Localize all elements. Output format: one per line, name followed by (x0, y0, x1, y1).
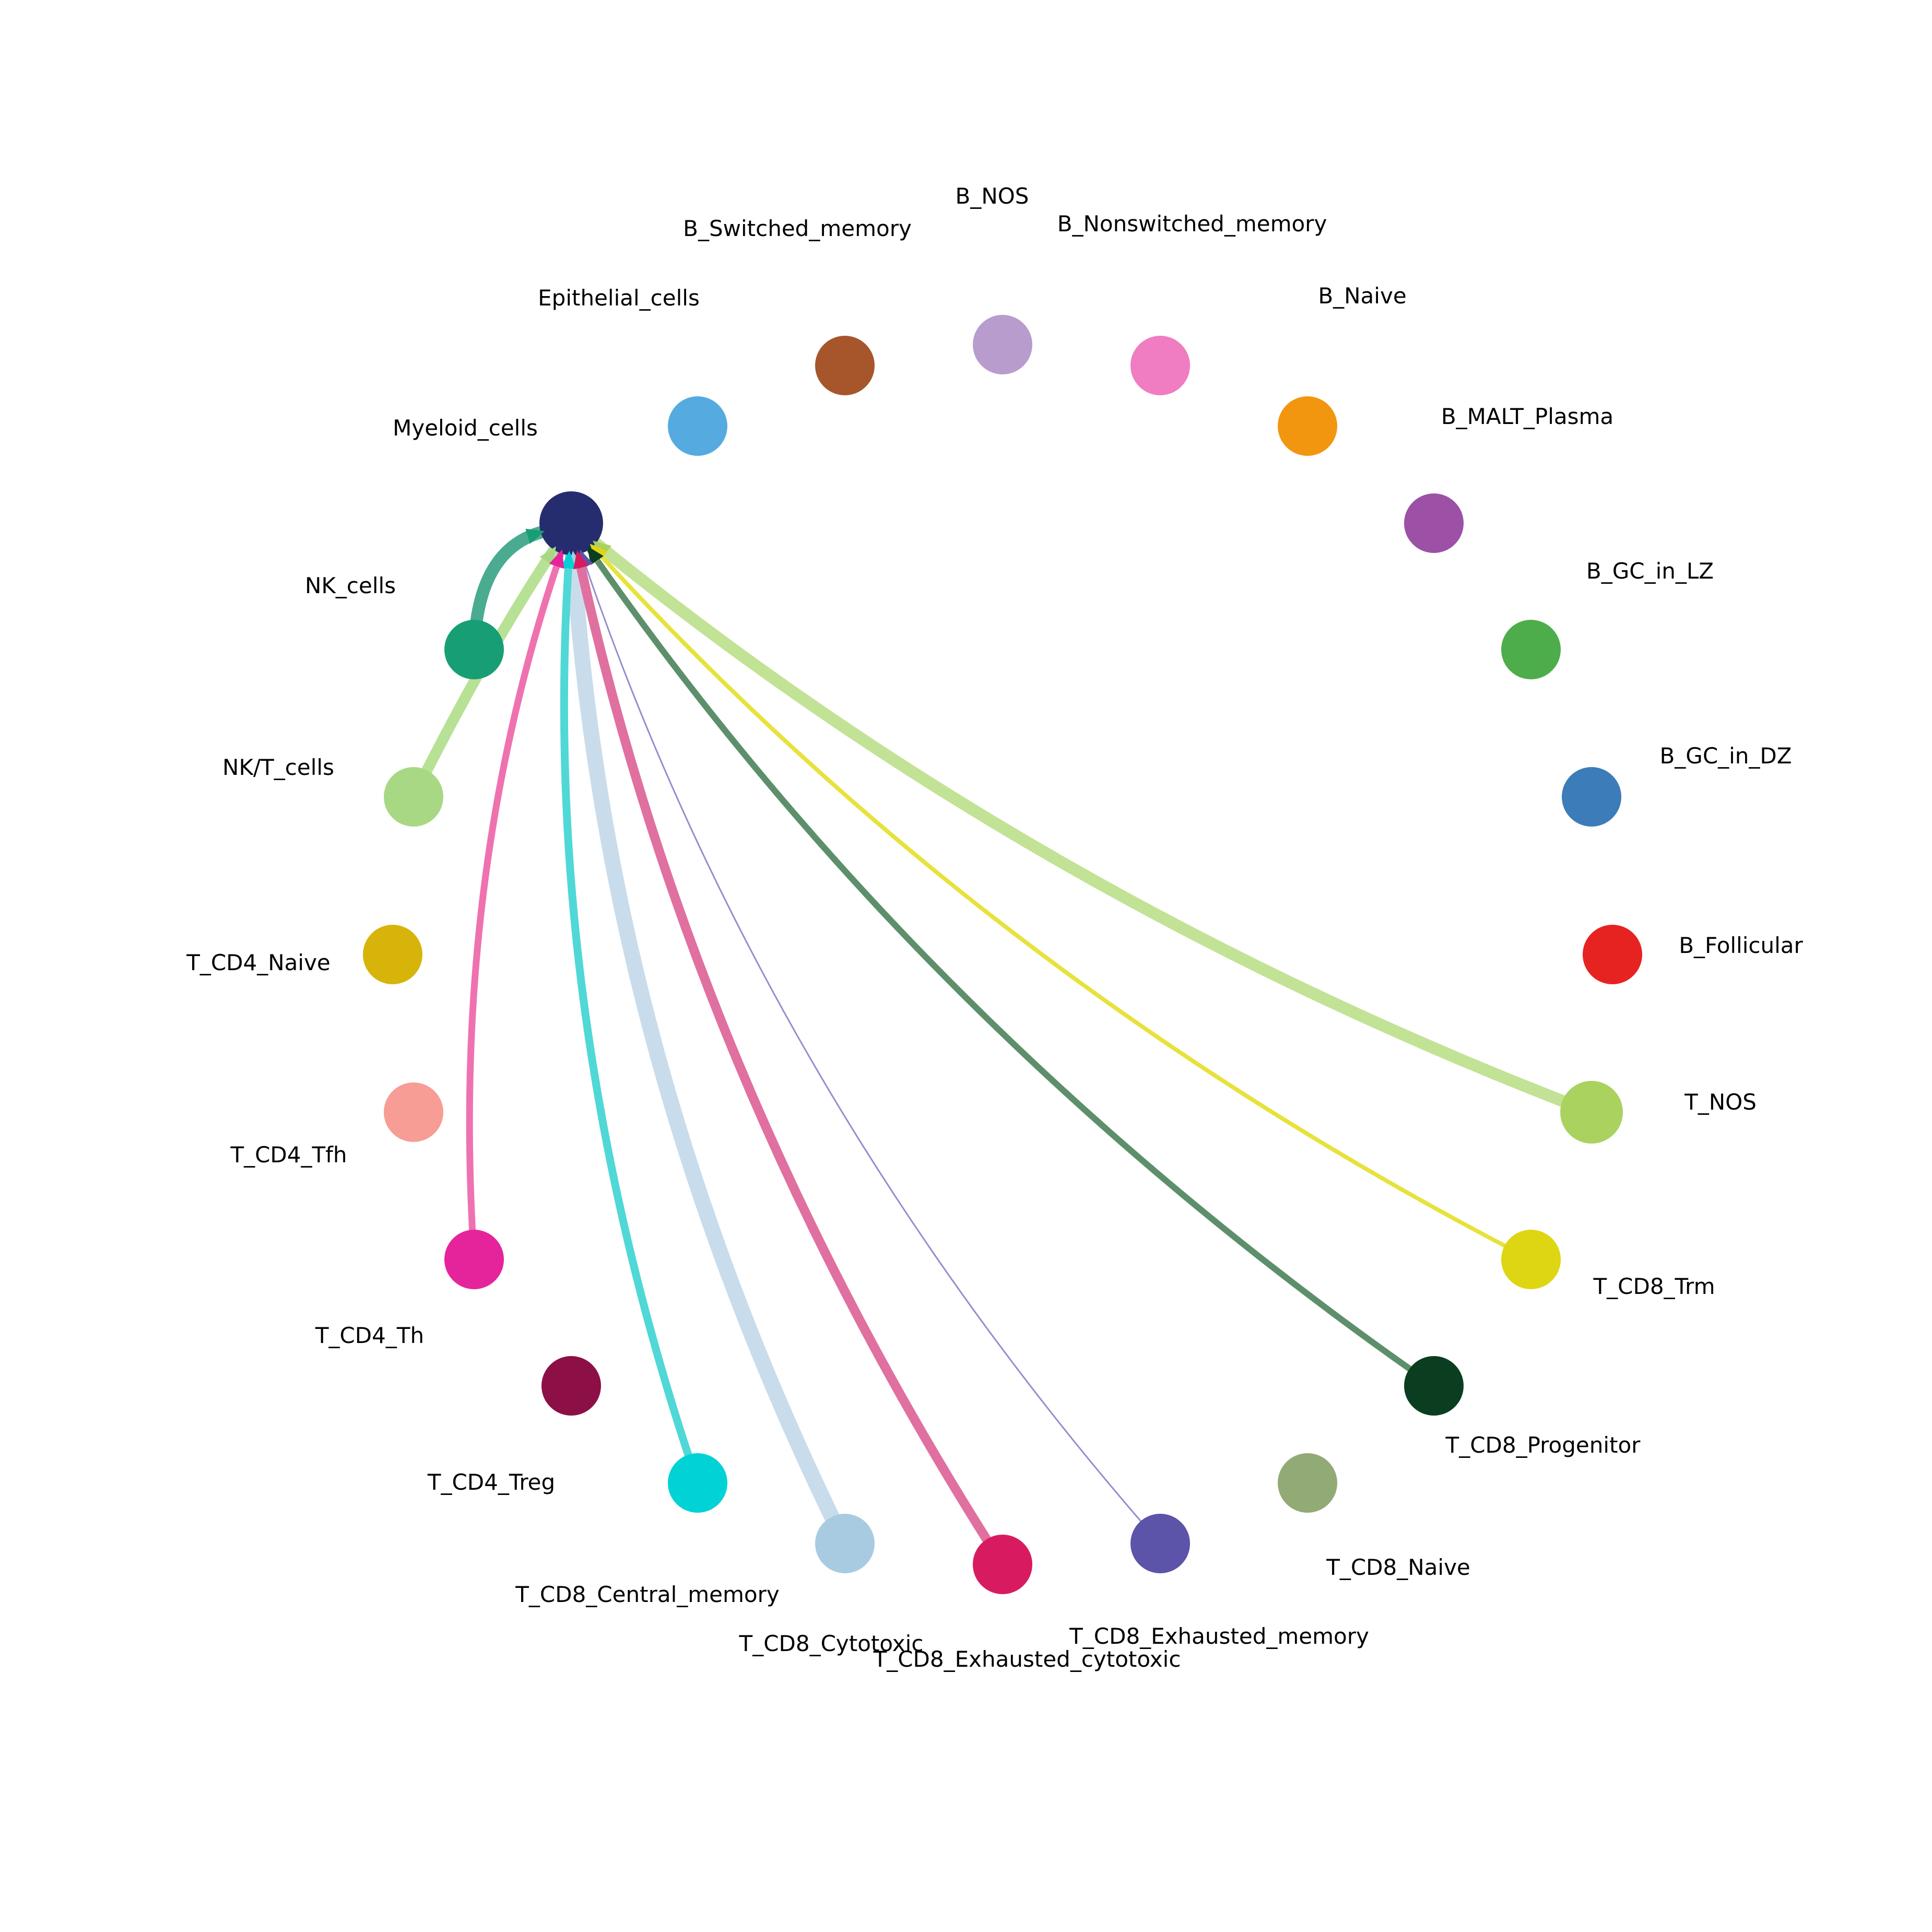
node-label-B-NOS: B_NOS (956, 183, 1029, 209)
node-label-B-MALT-Plasma: B_MALT_Plasma (1441, 404, 1613, 429)
node-T-CD8-Cytotoxic (815, 1514, 875, 1573)
node-label-T-CD8-Exhausted-memory: T_CD8_Exhausted_memory (1069, 1623, 1369, 1649)
edge-T-CD4-Th-to-Myeloid-cells (466, 551, 564, 1263)
edge-T-CD8-Exhausted-memory-to-Myeloid-cells (581, 553, 1161, 1545)
node-label-T-CD8-Progenitor: T_CD8_Progenitor (1445, 1432, 1641, 1458)
node-label-NK-T-cells: NK/T_cells (222, 755, 334, 780)
node-label-T-CD8-Central-memory: T_CD8_Central_memory (515, 1582, 779, 1607)
edge-T-NOS-to-Myeloid-cells (591, 538, 1598, 1118)
node-T-CD8-Naive (1278, 1453, 1337, 1513)
node-T-CD8-Central-memory (668, 1453, 727, 1513)
edge-T-CD8-Exhausted-cytotoxic-to-Myeloid-cells (573, 550, 1007, 1569)
node-NK-T-cells (384, 767, 443, 827)
arrowhead-NK-cells-to-Myeloid-cells (525, 528, 545, 544)
node-label-T-CD4-Treg: T_CD4_Treg (427, 1469, 555, 1495)
node-T-CD8-Exhausted-cytotoxic (973, 1535, 1032, 1594)
node-B-MALT-Plasma (1404, 493, 1464, 553)
node-B-Naive (1278, 396, 1337, 456)
node-T-CD4-Naive (363, 925, 422, 984)
edge-T-CD8-Cytotoxic-to-Myeloid-cells (566, 548, 853, 1551)
arrowhead-T-CD4-Th-to-Myeloid-cells (549, 549, 564, 569)
arrowhead-T-CD8-Progenitor-to-Myeloid-cells (587, 546, 604, 566)
node-label-Myeloid-cells: Myeloid_cells (393, 415, 538, 441)
node-label-T-CD4-Th: T_CD4_Th (315, 1323, 424, 1348)
node-T-NOS (1560, 1081, 1623, 1144)
node-NK-cells (444, 620, 504, 679)
node-B-GC-in-DZ (1562, 767, 1621, 827)
node-B-Nonswitched-memory (1130, 336, 1190, 395)
node-label-T-CD4-Tfh: T_CD4_Tfh (230, 1142, 347, 1168)
node-label-B-GC-in-LZ: B_GC_in_LZ (1586, 558, 1714, 584)
node-label-T-CD8-Exhausted-cytotoxic: T_CD8_Exhausted_cytotoxic (873, 1646, 1181, 1672)
node-T-CD8-Progenitor (1404, 1356, 1464, 1416)
arrowhead-NK-T-cells-to-Myeloid-cells (539, 546, 556, 566)
node-B-NOS (973, 315, 1032, 374)
node-label-Epithelial-cells: Epithelial_cells (538, 285, 700, 311)
node-T-CD4-Tfh (384, 1082, 443, 1142)
node-T-CD8-Exhausted-memory (1130, 1514, 1190, 1573)
node-T-CD8-Trm (1501, 1230, 1561, 1289)
node-B-GC-in-LZ (1501, 620, 1561, 679)
node-label-NK-cells: NK_cells (305, 573, 396, 598)
arrowhead-T-CD8-Central-memory-to-Myeloid-cells (560, 550, 576, 569)
node-label-T-CD8-Trm: T_CD8_Trm (1593, 1274, 1715, 1299)
node-T-CD4-Th (444, 1230, 504, 1289)
arrowhead-T-CD8-Trm-to-Myeloid-cells (590, 544, 608, 562)
node-B-Switched-memory (815, 336, 875, 395)
node-label-T-NOS: T_NOS (1684, 1089, 1757, 1115)
node-label-T-CD8-Naive: T_CD8_Naive (1326, 1554, 1470, 1580)
node-label-B-Follicular: B_Follicular (1679, 933, 1803, 958)
edge-T-CD8-Central-memory-to-Myeloid-cells (560, 552, 702, 1487)
node-T-CD4-Treg (541, 1356, 601, 1416)
node-label-B-Switched-memory: B_Switched_memory (683, 216, 912, 241)
node-label-T-CD4-Naive: T_CD4_Naive (186, 950, 331, 975)
edge-T-CD8-Trm-to-Myeloid-cells (591, 545, 1533, 1262)
edge-T-CD8-Progenitor-to-Myeloid-cells (586, 547, 1437, 1389)
node-label-B-GC-in-DZ: B_GC_in_DZ (1659, 743, 1792, 769)
arrowhead-T-CD8-Exhausted-cytotoxic-to-Myeloid-cells (573, 550, 589, 570)
node-label-B-Naive: B_Naive (1318, 283, 1406, 309)
node-B-Follicular (1583, 925, 1642, 984)
node-Epithelial-cells (668, 396, 727, 456)
node-label-T-CD8-Cytotoxic: T_CD8_Cytotoxic (739, 1631, 924, 1656)
node-label-B-Nonswitched-memory: B_Nonswitched_memory (1057, 211, 1327, 237)
node-Myeloid-cells (539, 491, 603, 555)
